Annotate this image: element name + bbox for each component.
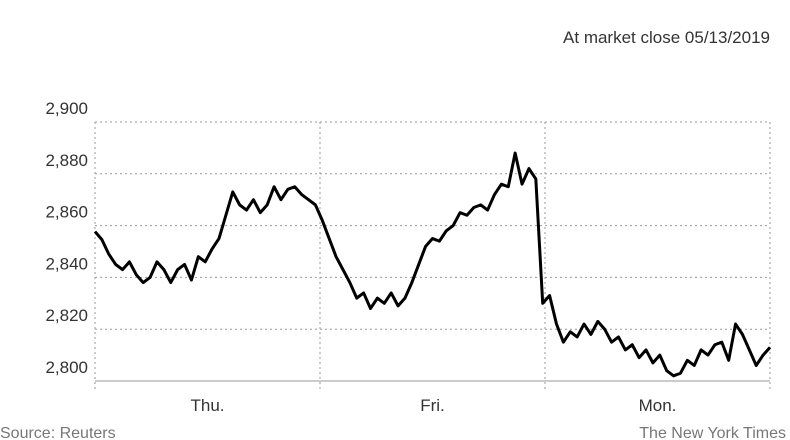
chart-subtitle: At market close 05/13/2019 [563, 28, 770, 47]
credit: The New York Times [639, 425, 786, 440]
y-tick-label: 2,800 [45, 358, 88, 377]
price-line [93, 151, 772, 378]
y-tick-label: 2,900 [45, 99, 88, 118]
y-tick-label: 2,880 [45, 151, 88, 170]
x-tick-label: Fri. [420, 396, 445, 415]
y-tick-label: 2,840 [45, 254, 88, 273]
source: Source: Reuters [0, 425, 116, 440]
y-tick-label: 2,820 [45, 306, 88, 325]
y-tick-label: 2,860 [45, 203, 88, 222]
x-tick-label: Thu. [190, 396, 224, 415]
x-tick-label: Mon. [639, 396, 677, 415]
